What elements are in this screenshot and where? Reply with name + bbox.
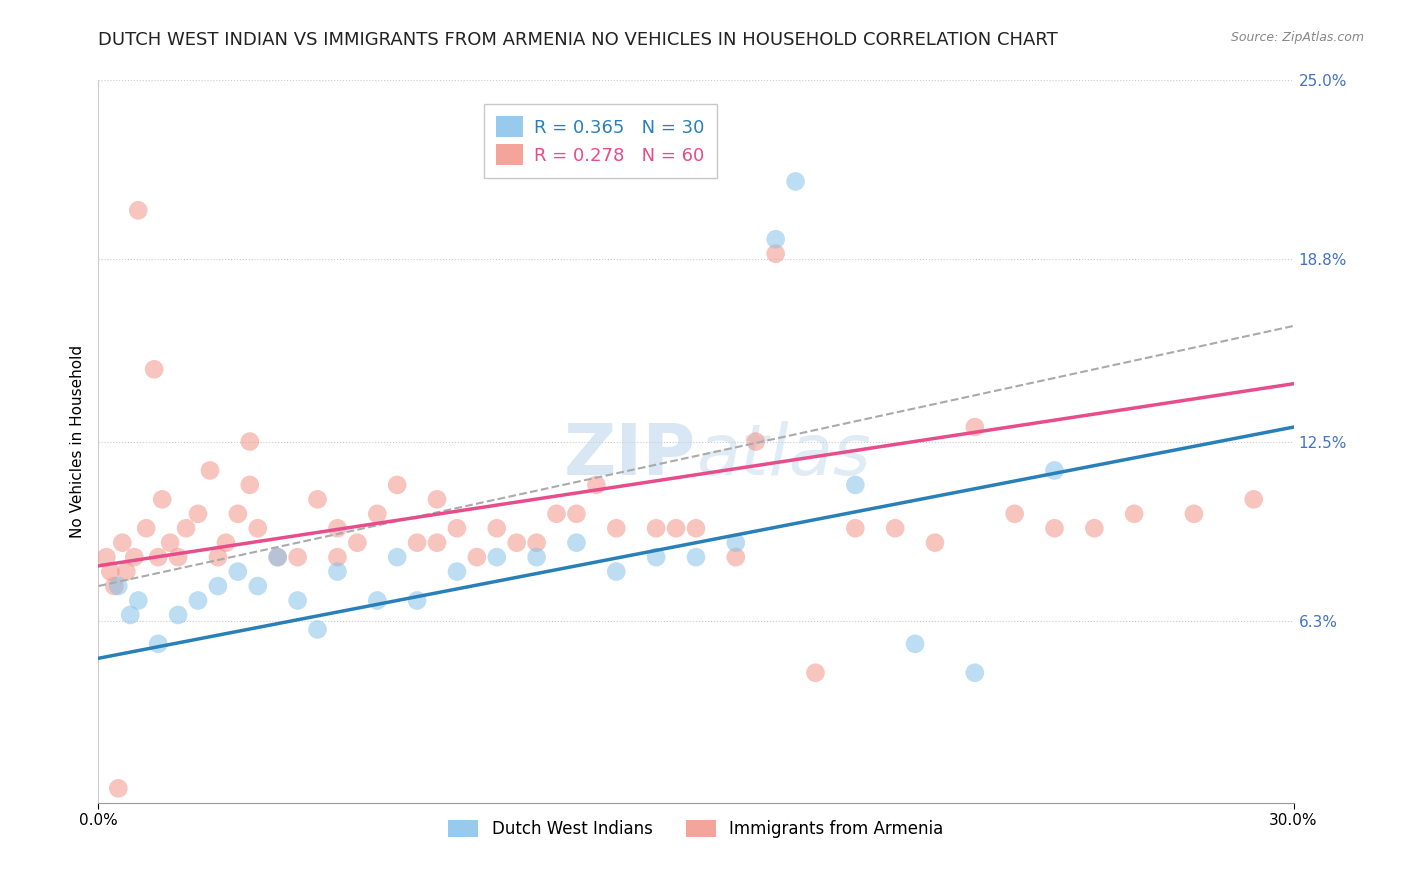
Point [585, 478, 607, 492]
Point [215, 535, 238, 549]
Point [148, 637, 170, 651]
Point [159, 535, 181, 549]
Point [143, 362, 166, 376]
Point [724, 535, 747, 549]
Point [148, 550, 170, 565]
Point [724, 550, 747, 565]
Text: atlas: atlas [696, 422, 870, 491]
Point [385, 550, 409, 565]
Point [1123, 507, 1146, 521]
Point [546, 507, 568, 521]
Point [326, 521, 349, 535]
Point [465, 550, 488, 565]
Point [1243, 492, 1265, 507]
Point [426, 492, 449, 507]
Point [745, 434, 768, 449]
Point [150, 492, 173, 507]
Point [187, 507, 209, 521]
Point [326, 550, 349, 565]
Point [685, 550, 707, 565]
Point [1004, 507, 1026, 521]
Point [765, 246, 787, 260]
Point [1182, 507, 1205, 521]
Point [239, 478, 262, 492]
Point [127, 593, 149, 607]
Point [844, 521, 866, 535]
Point [326, 565, 349, 579]
Point [107, 579, 129, 593]
Point [645, 521, 668, 535]
Point [426, 535, 449, 549]
Point [645, 550, 668, 565]
Point [120, 607, 142, 622]
Point [1083, 521, 1105, 535]
Point [963, 420, 986, 434]
Point [485, 550, 508, 565]
Text: ZIP: ZIP [564, 422, 696, 491]
Point [526, 550, 548, 565]
Point [605, 521, 627, 535]
Point [366, 593, 388, 607]
Point [127, 203, 149, 218]
Point [124, 550, 146, 565]
Point [844, 478, 866, 492]
Point [884, 521, 907, 535]
Point [246, 521, 269, 535]
Point [565, 507, 588, 521]
Point [685, 521, 707, 535]
Point [446, 565, 468, 579]
Point [924, 535, 946, 549]
Point [526, 535, 548, 549]
Point [167, 607, 190, 622]
Point [107, 781, 129, 796]
Point [605, 565, 627, 579]
Legend: Dutch West Indians, Immigrants from Armenia: Dutch West Indians, Immigrants from Arme… [441, 814, 950, 845]
Point [904, 637, 927, 651]
Point [111, 535, 134, 549]
Point [506, 535, 529, 549]
Point [226, 507, 249, 521]
Point [485, 521, 508, 535]
Point [135, 521, 157, 535]
Point [565, 535, 588, 549]
Point [187, 593, 209, 607]
Point [963, 665, 986, 680]
Point [103, 579, 125, 593]
Point [96, 550, 118, 565]
Point [267, 550, 290, 565]
Point [115, 565, 138, 579]
Point [346, 535, 368, 549]
Point [1043, 521, 1066, 535]
Point [267, 550, 290, 565]
Point [406, 535, 429, 549]
Point [366, 507, 388, 521]
Point [98, 565, 122, 579]
Point [226, 565, 249, 579]
Text: DUTCH WEST INDIAN VS IMMIGRANTS FROM ARMENIA NO VEHICLES IN HOUSEHOLD CORRELATIO: DUTCH WEST INDIAN VS IMMIGRANTS FROM ARM… [98, 31, 1059, 49]
Point [174, 521, 197, 535]
Point [287, 550, 309, 565]
Point [239, 434, 262, 449]
Point [287, 593, 309, 607]
Point [765, 232, 787, 246]
Point [804, 665, 827, 680]
Point [1043, 463, 1066, 477]
Point [785, 174, 807, 188]
Point [207, 550, 229, 565]
Point [307, 623, 329, 637]
Point [665, 521, 688, 535]
Point [207, 579, 229, 593]
Point [406, 593, 429, 607]
Text: Source: ZipAtlas.com: Source: ZipAtlas.com [1230, 31, 1364, 45]
Point [198, 463, 221, 477]
Point [385, 478, 409, 492]
Point [167, 550, 190, 565]
Point [446, 521, 468, 535]
Y-axis label: No Vehicles in Household: No Vehicles in Household [69, 345, 84, 538]
Point [246, 579, 269, 593]
Point [307, 492, 329, 507]
